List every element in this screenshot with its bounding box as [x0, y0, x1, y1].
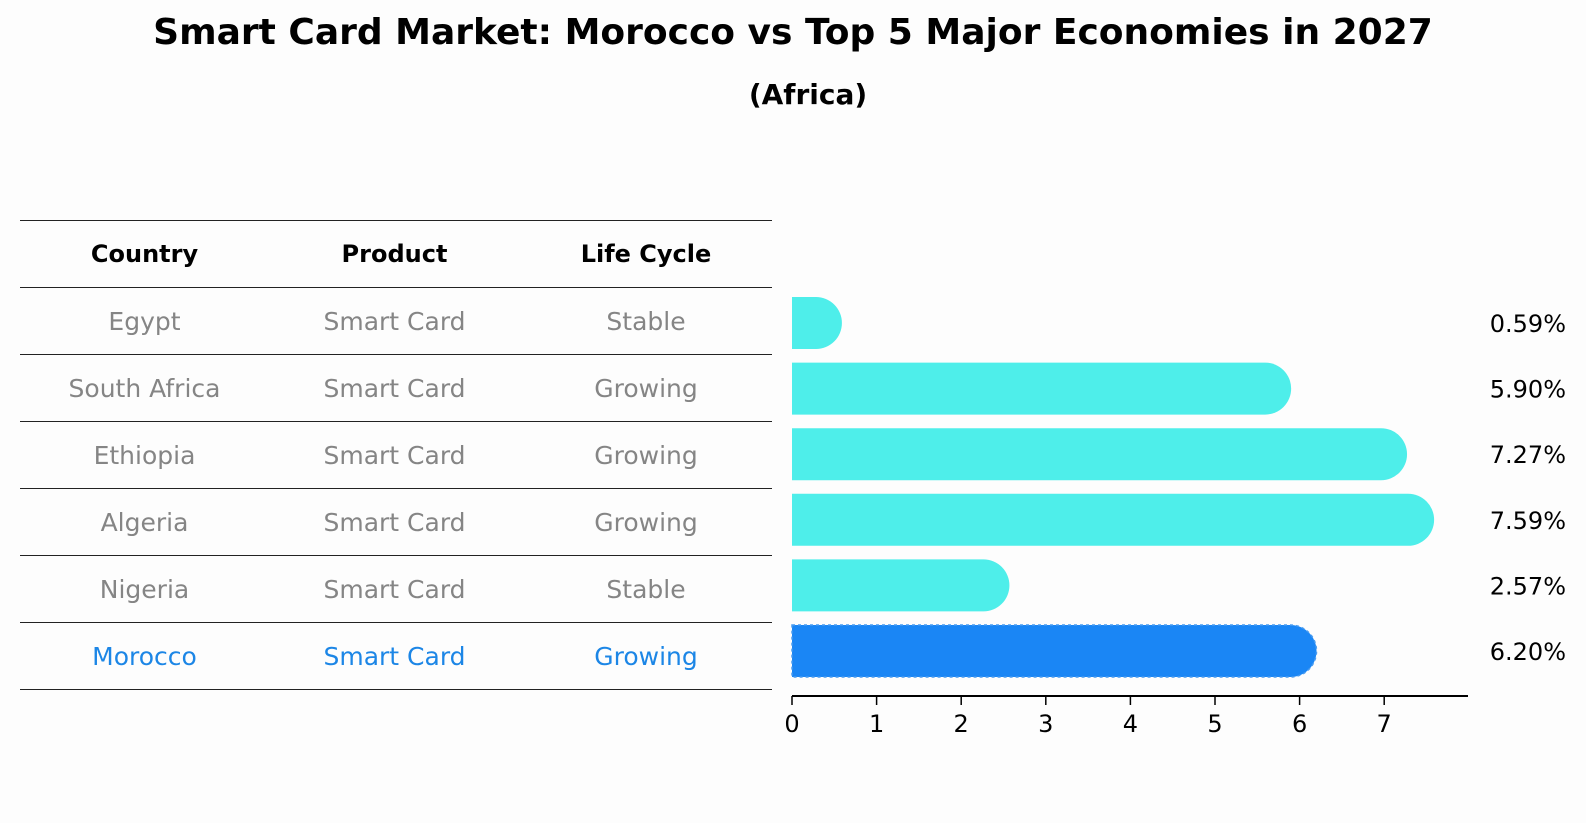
bar-value-label: 7.59% [1490, 507, 1566, 535]
life-cycle-cell: Growing [594, 641, 698, 671]
bar-value-label: 6.20% [1490, 638, 1566, 666]
product-cell: Smart Card [323, 507, 466, 537]
chart-title: Smart Card Market: Morocco vs Top 5 Majo… [153, 12, 1433, 53]
country-cell: Nigeria [99, 574, 190, 604]
x-tick-label: 4 [1123, 710, 1138, 738]
product-cell: Smart Card [323, 306, 466, 336]
country-cell: Morocco [92, 641, 197, 671]
header-product: Product [341, 240, 448, 268]
bar-egypt [792, 297, 842, 349]
bar-ethiopia [792, 428, 1408, 481]
table-row: Egypt Smart Card Stable [20, 287, 772, 354]
x-tick-label: 7 [1377, 710, 1392, 738]
bar-value-label: 2.57% [1490, 572, 1566, 600]
table-row: South Africa Smart Card Growing [20, 354, 772, 421]
product-cell: Smart Card [323, 641, 466, 671]
product-cell: Smart Card [323, 373, 466, 403]
country-cell: Ethiopia [93, 440, 196, 470]
x-tick-label: 2 [954, 710, 969, 738]
market-table: Country Product Life Cycle Egypt Smart C… [20, 220, 772, 690]
chart-subtitle: (Africa) [748, 78, 868, 111]
x-tick-label: 3 [1038, 710, 1053, 738]
product-cell: Smart Card [323, 440, 466, 470]
x-tick-label: 5 [1207, 710, 1222, 738]
table-row: Algeria Smart Card Growing [20, 488, 772, 555]
product-cell: Smart Card [323, 574, 466, 604]
bar-value-label: 7.27% [1490, 441, 1566, 469]
life-cycle-cell: Growing [594, 507, 698, 537]
country-cell: Algeria [100, 507, 189, 537]
table-header-row: Country Product Life Cycle [20, 220, 772, 287]
bar-nigeria [792, 559, 1010, 612]
life-cycle-cell: Growing [594, 440, 698, 470]
header-life-cycle: Life Cycle [580, 240, 712, 268]
life-cycle-cell: Growing [594, 373, 698, 403]
bar-value-label: 5.90% [1490, 376, 1566, 404]
x-tick-label: 0 [784, 710, 799, 738]
country-cell: South Africa [68, 373, 221, 403]
bar-morocco [791, 624, 1318, 678]
x-tick-label: 1 [869, 710, 884, 738]
bar-algeria [792, 493, 1435, 546]
table-row: Nigeria Smart Card Stable [20, 555, 772, 622]
country-cell: Egypt [108, 306, 181, 336]
table-row-highlighted: Morocco Smart Card Growing [20, 622, 772, 690]
header-country: Country [90, 240, 199, 268]
x-tick-label: 6 [1292, 710, 1307, 738]
bar-south-africa [792, 362, 1292, 415]
life-cycle-cell: Stable [606, 306, 686, 336]
life-cycle-cell: Stable [606, 574, 686, 604]
table-row: Ethiopia Smart Card Growing [20, 421, 772, 488]
bar-value-label: 0.59% [1490, 310, 1566, 338]
